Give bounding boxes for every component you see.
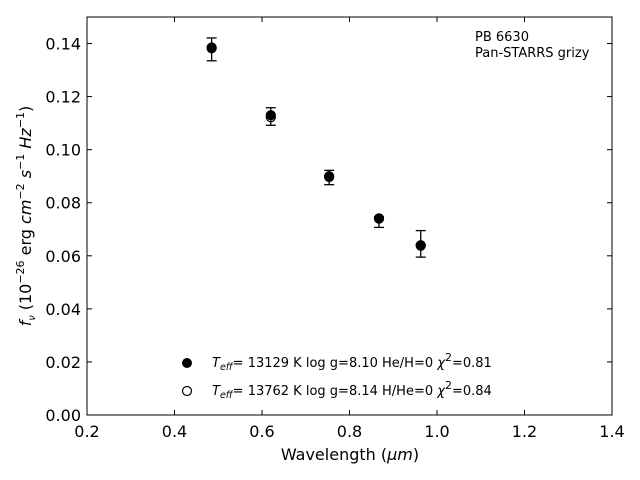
y-axis-subscript: ν	[27, 315, 38, 321]
x-tick-label: 0.2	[74, 422, 99, 441]
legend-entry-1: Teff= 13129 K log g=8.10 He/H=0 χ2=0.81	[212, 351, 492, 373]
y-tick-label: 0.14	[45, 35, 81, 54]
x-tick-label: 0.4	[162, 422, 187, 441]
annotation-survey: Pan-STARRS grizy	[475, 46, 590, 61]
y-tick-label: 0.00	[45, 406, 81, 425]
x-axis-title: Wavelength (μm)	[281, 445, 419, 464]
y-tick-label: 0.02	[45, 353, 81, 372]
model-point-open	[415, 240, 426, 251]
legend-entry-2: Teff= 13762 K log g=8.14 H/He=0 χ2=0.84	[212, 379, 492, 401]
model-point-open	[206, 43, 217, 54]
y-tick-label: 0.06	[45, 247, 81, 266]
x-tick-label: 0.6	[249, 422, 274, 441]
x-tick-label: 1.0	[424, 422, 449, 441]
data-layer	[206, 37, 426, 258]
x-axis-unit: μm	[386, 445, 413, 464]
y-tick-label: 0.12	[45, 88, 81, 107]
legend-marker-filled	[182, 358, 192, 368]
y-tick-label: 0.04	[45, 300, 81, 319]
model-point-filled	[265, 110, 276, 121]
x-tick-label: 0.8	[337, 422, 362, 441]
x-axis-title-name: Wavelength	[281, 445, 376, 464]
annotation-object-name: PB 6630	[475, 30, 529, 45]
y-tick-label: 0.10	[45, 141, 81, 160]
axis-ticks: 0.2 0.4 0.6 0.8 1.0 1.2 1.4 0.00 0.02 0.04 0.06 0.0…	[45, 17, 625, 441]
y-tick-label: 0.08	[45, 194, 81, 213]
y-axis-title: fν (10−26 erg cm−2 s−1 Hz−1)	[14, 106, 38, 327]
model-point-open	[265, 112, 276, 123]
y-axis-symbol: f	[16, 318, 35, 326]
legend: Teff= 13129 K log g=8.10 He/H=0 χ2=0.81 …	[181, 351, 492, 401]
legend-marker-open	[181, 385, 193, 397]
model-point-open	[324, 171, 335, 183]
model-point-open	[373, 213, 385, 224]
x-tick-label: 1.4	[599, 422, 624, 441]
x-tick-label: 1.2	[512, 422, 537, 441]
